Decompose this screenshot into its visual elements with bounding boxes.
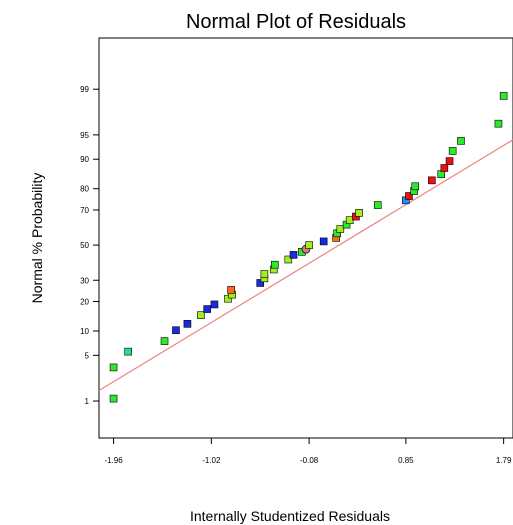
plot-frame [98,37,513,439]
data-point [224,294,232,303]
data-point [373,201,382,209]
data-point [183,320,192,328]
y-tick-label: 5 [85,351,90,360]
x-axis-label: Internally Studentized Residuals [190,508,390,524]
x-tick-label: -1.02 [202,456,221,465]
data-point [270,260,279,269]
data-point [284,255,293,264]
data-point [210,300,219,309]
x-axis: -1.96 -1.02 -0.08 0.85 1.79 [104,438,512,465]
y-tick-label: 80 [80,185,89,194]
data-point [411,182,420,191]
x-tick-label: -1.96 [104,456,123,465]
data-point [355,209,363,217]
y-tick-label: 20 [80,298,89,307]
data-point [336,225,345,233]
y-tick-label: 70 [80,206,89,215]
data-point [197,311,205,319]
y-tick-label: 90 [80,155,89,164]
data-point [440,164,449,172]
y-axis: 1 5 10 20 30 50 70 80 90 95 99 [80,85,99,406]
y-tick-label: 1 [85,397,90,406]
y-tick-label: 10 [80,327,89,336]
y-axis-label: Normal % Probability [29,173,45,304]
y-tick-label: 50 [80,241,89,250]
data-point [405,192,413,200]
data-point [445,157,454,165]
data-point [305,241,313,249]
data-point [499,92,508,100]
y-tick-label: 30 [80,276,89,285]
data-point [289,251,298,259]
data-point [428,176,436,185]
x-tick-label: -0.08 [300,456,319,465]
data-point [203,305,211,313]
data-point [109,394,118,403]
data-point [457,137,465,145]
y-tick-label: 99 [80,85,89,94]
data-point [160,337,169,345]
reference-line-group [98,139,513,392]
reference-line [98,139,513,392]
x-tick-label: 0.85 [398,456,414,465]
data-point [227,286,235,294]
data-point [109,363,118,372]
data-point [124,347,132,356]
chart-title: Normal Plot of Residuals [186,11,406,33]
data-points-group [109,92,508,403]
x-tick-label: 1.79 [496,456,512,465]
data-point [319,237,328,246]
data-point [260,270,269,278]
data-point [448,147,457,155]
data-point [172,326,180,335]
data-point [256,279,265,287]
data-point [494,119,503,128]
y-tick-label: 95 [80,131,89,140]
